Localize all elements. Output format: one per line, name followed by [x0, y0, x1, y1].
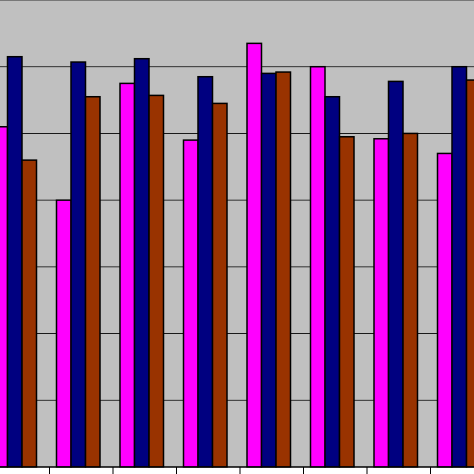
bar	[182, 139, 199, 468]
bar	[0, 126, 9, 468]
bar	[373, 138, 390, 468]
bar	[260, 72, 277, 468]
bar	[119, 82, 136, 468]
bar	[338, 136, 355, 468]
bar	[387, 80, 404, 468]
bar	[6, 55, 23, 468]
bar	[465, 79, 474, 468]
bar	[309, 65, 326, 468]
bars	[0, 42, 474, 468]
bar	[246, 42, 263, 468]
bar	[55, 199, 72, 468]
bar	[133, 57, 150, 468]
bar	[148, 94, 165, 468]
bar	[84, 95, 101, 468]
bar	[451, 65, 468, 468]
bar	[21, 159, 38, 468]
bar	[70, 61, 87, 468]
bar	[324, 95, 341, 468]
bar	[275, 71, 292, 468]
bar	[211, 102, 228, 468]
bar	[436, 152, 453, 468]
bar	[402, 132, 419, 468]
bar	[197, 75, 214, 468]
x-axis-ticks	[49, 467, 431, 474]
